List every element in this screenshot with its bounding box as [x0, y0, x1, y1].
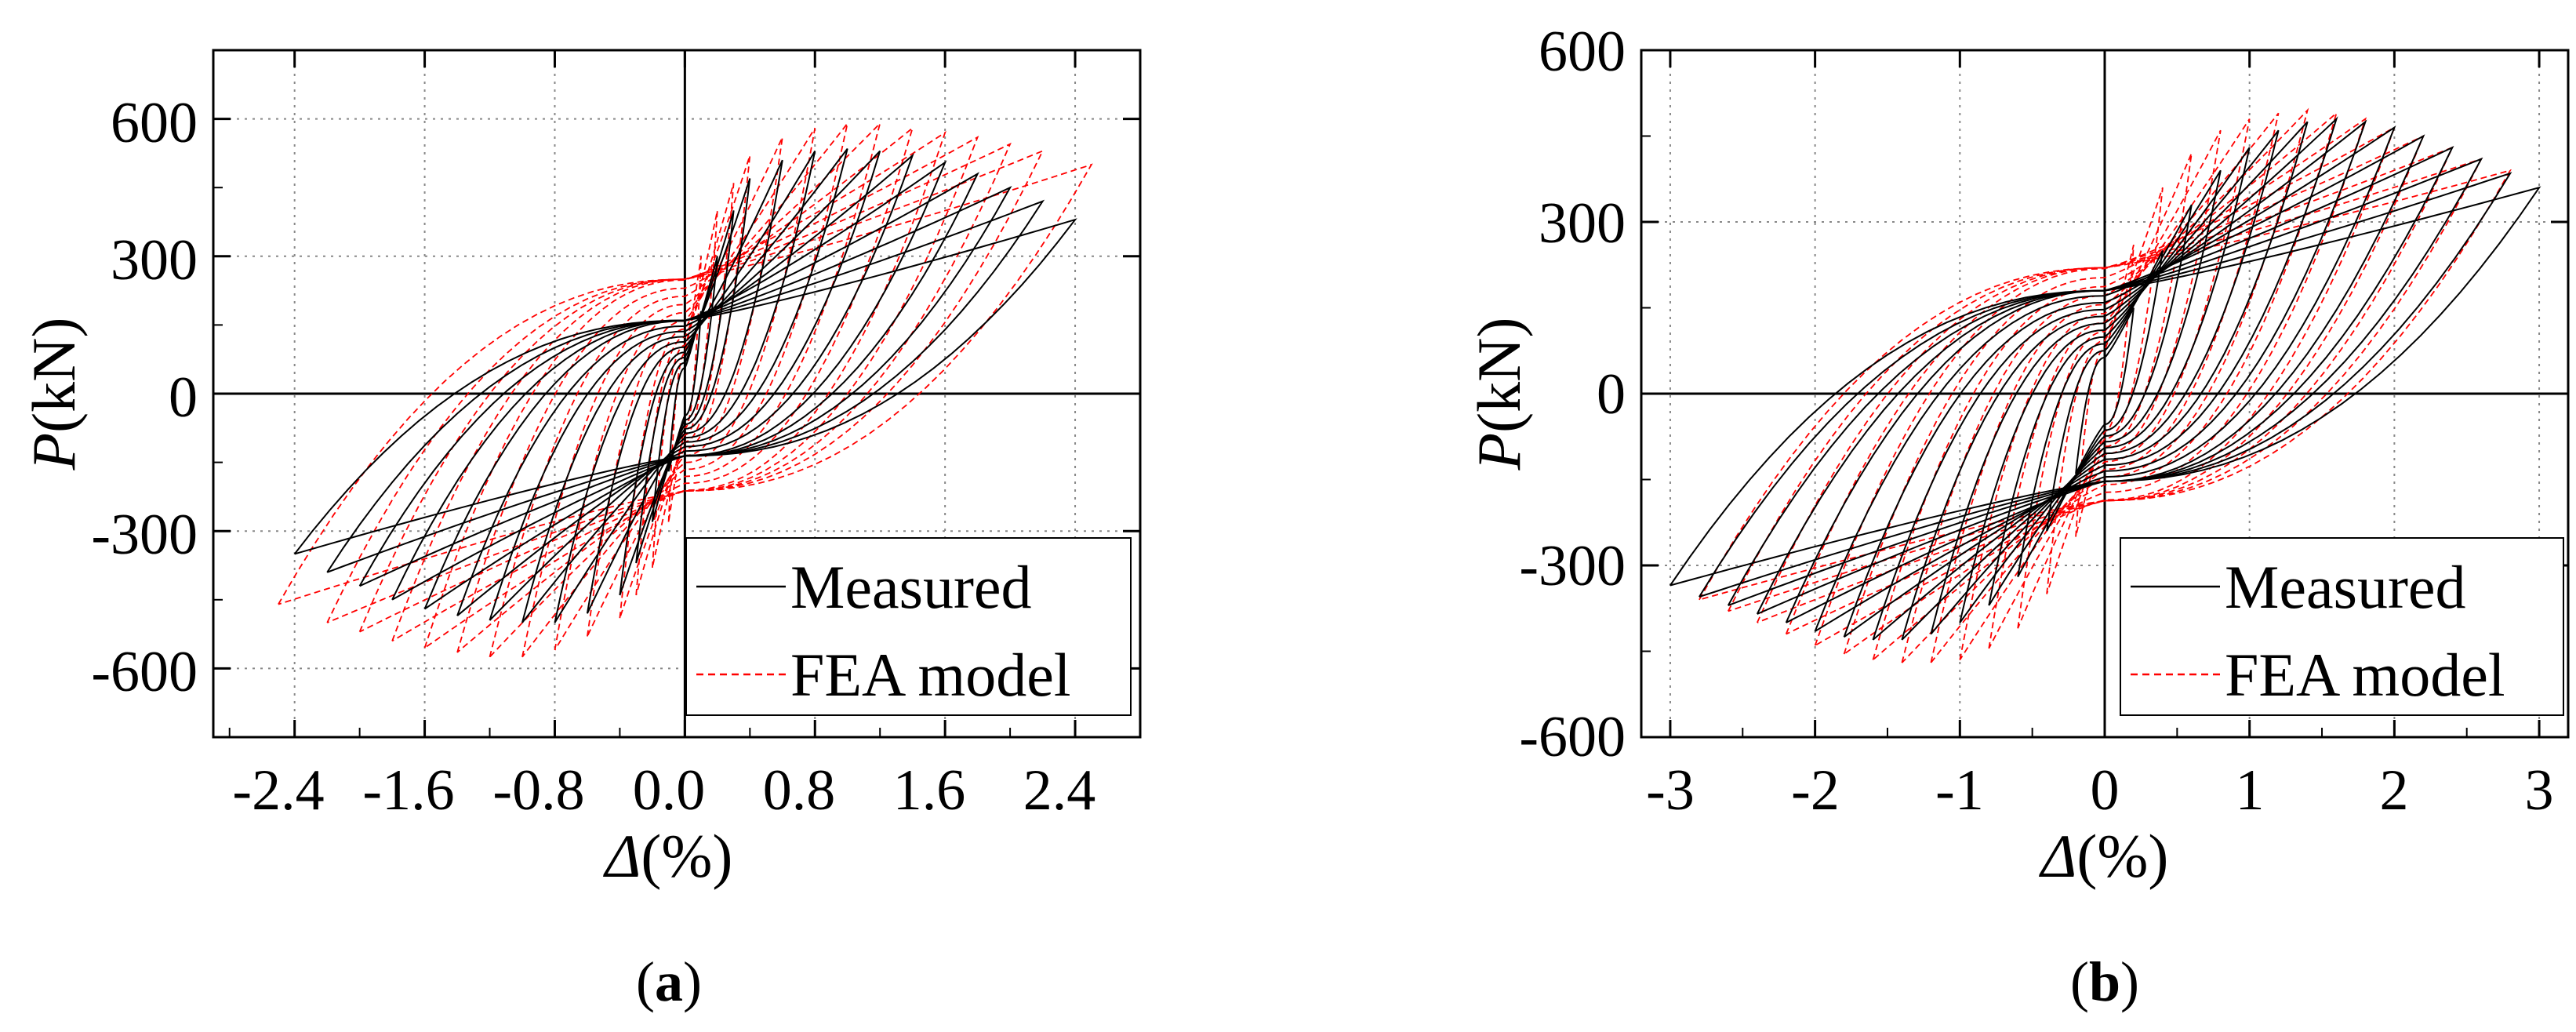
- chart-a-y-tick-label: -600: [91, 640, 198, 704]
- chart-b-series-measured-loop: [2046, 250, 2164, 532]
- chart-a-x-tick-label: -0.8: [492, 758, 584, 823]
- chart-b-series-fea-loop: [1988, 129, 2222, 649]
- chart-b-panel-label: (b): [2070, 950, 2139, 1013]
- chart-b-legend: Measured FEA model: [2120, 537, 2564, 716]
- chart-a-series-fea-loop: [619, 155, 751, 619]
- chart-a-x-tick-label: 0.8: [763, 758, 836, 823]
- chart-b-y-tick-label: 600: [1539, 20, 1626, 84]
- chart-a-series-measured-loop: [456, 153, 914, 616]
- chart-a-legend-label-measured: Measured: [790, 553, 1032, 621]
- chart-b-y-axis-title: P(kN): [1465, 318, 1533, 471]
- chart-a-x-tick-label: 1.6: [893, 758, 966, 823]
- chart-b-series-measured-loop: [1872, 116, 2338, 641]
- chart-a-series-measured-loop: [586, 159, 783, 614]
- chart-a-x-tick-label: -2.4: [232, 758, 324, 823]
- chart-b-series-measured-loop: [1669, 186, 2541, 587]
- chart-a: 600 300 0 -300 -600 -2.4 -1.6 -0.8 0.0 0…: [20, 49, 1142, 1013]
- chart-a-ticks: [213, 49, 1141, 738]
- chart-b-series-fea-loop: [1959, 118, 2251, 660]
- chart-a-series-measured-loop: [489, 150, 881, 621]
- chart-a-curves: [278, 121, 1093, 658]
- chart-b-series-fea-loop: [1901, 107, 2309, 663]
- chart-b-series-measured-loop: [1930, 129, 2280, 635]
- chart-b-legend-label-measured: Measured: [2225, 553, 2466, 621]
- chart-a-series-measured-loop: [619, 178, 751, 596]
- chart-b-series-measured-loop: [1785, 134, 2425, 623]
- chart-a-y-tick-label: 600: [111, 91, 198, 155]
- chart-a-x-tick-label: -1.6: [362, 758, 454, 823]
- chart-b-series-measured-loop: [2075, 307, 2135, 474]
- chart-a-series-fea-loop: [423, 130, 946, 649]
- chart-b-x-tick-label: 1: [2236, 758, 2265, 823]
- chart-b-series-fea-loop: [1814, 125, 2396, 646]
- chart-a-series-fea-loop: [326, 149, 1045, 623]
- chart-a-x-tick-label: 2.4: [1023, 758, 1096, 823]
- chart-a-series-measured-loop: [423, 160, 947, 610]
- chart-a-legend-label-fea: FEA model: [790, 641, 1071, 709]
- chart-a-y-tick-label: -300: [91, 503, 198, 567]
- chart-a-series-fea-loop: [278, 163, 1093, 605]
- chart-a-y-tick-label: 0: [169, 365, 198, 430]
- chart-a-legend: Measured FEA model: [685, 537, 1132, 716]
- chart-a-series-measured-loop: [554, 150, 816, 623]
- chart-b-y-tick-label: -600: [1519, 705, 1626, 769]
- chart-b-legend-box: [2120, 537, 2564, 716]
- chart-b: 600 300 0 -300 -600 -3 -2 -1 0 1 2 3 Δ(%…: [1465, 20, 2570, 1013]
- chart-a-series-fea-loop: [587, 136, 783, 637]
- chart-b-curves: [1669, 107, 2541, 663]
- chart-b-series-fea-loop: [2017, 153, 2193, 629]
- chart-a-series-measured-loop: [326, 199, 1045, 573]
- chart-a-y-tick-label: 300: [111, 228, 198, 293]
- chart-b-series-fea-loop: [2046, 187, 2164, 594]
- chart-a-x-axis-title: Δ(%): [603, 822, 733, 890]
- chart-a-legend-box: [685, 537, 1132, 716]
- chart-b-x-axis-title: Δ(%): [2039, 822, 2169, 890]
- chart-a-series-measured-loop: [293, 218, 1077, 555]
- chart-a-series-fea-loop: [521, 122, 848, 658]
- chart-b-y-tick-label: 0: [1597, 362, 1626, 427]
- chart-b-y-tick-label: -300: [1519, 534, 1626, 598]
- chart-b-zero-lines: [1641, 50, 2568, 737]
- chart-a-series-fea-loop: [635, 183, 735, 596]
- chart-b-x-tick-label: 2: [2380, 758, 2409, 823]
- chart-a-panel-label: (a): [636, 950, 702, 1013]
- chart-b-series-measured-loop: [1727, 157, 2483, 607]
- chart-a-y-axis-title: P(kN): [20, 318, 88, 471]
- chart-b-series-fea-loop: [1843, 117, 2367, 655]
- chart-b-y-tick-label: 300: [1539, 191, 1626, 256]
- chart-b-series-measured-loop: [1843, 119, 2367, 638]
- chart-a-series-fea-loop: [358, 142, 1012, 633]
- chart-a-series-measured-loop: [358, 185, 1012, 587]
- chart-b-x-tick-label: 0: [2091, 758, 2120, 823]
- chart-b-series-measured-loop: [1699, 172, 2512, 598]
- chart-b-series-measured-loop: [1756, 145, 2454, 615]
- chart-b-x-tick-label: -3: [1646, 758, 1695, 823]
- chart-b-ticks: [1641, 49, 2568, 739]
- chart-a-x-tick-label: 0.0: [633, 758, 706, 823]
- chart-b-series-measured-loop: [1814, 125, 2396, 632]
- chart-a-series-fea-loop: [391, 136, 979, 642]
- chart-b-legend-label-fea: FEA model: [2225, 641, 2505, 709]
- chart-b-series-fea-loop: [1699, 169, 2512, 601]
- chart-b-series-fea-loop: [1872, 111, 2338, 661]
- chart-b-x-tick-label: -2: [1791, 758, 1840, 823]
- chart-a-series-measured-loop: [521, 147, 848, 623]
- chart-b-x-tick-label: 3: [2525, 758, 2554, 823]
- chart-a-series-fea-loop: [456, 125, 914, 653]
- chart-b-x-tick-label: -1: [1935, 758, 1984, 823]
- chart-b-series-measured-loop: [1901, 121, 2309, 641]
- chart-a-series-measured-loop: [391, 172, 979, 601]
